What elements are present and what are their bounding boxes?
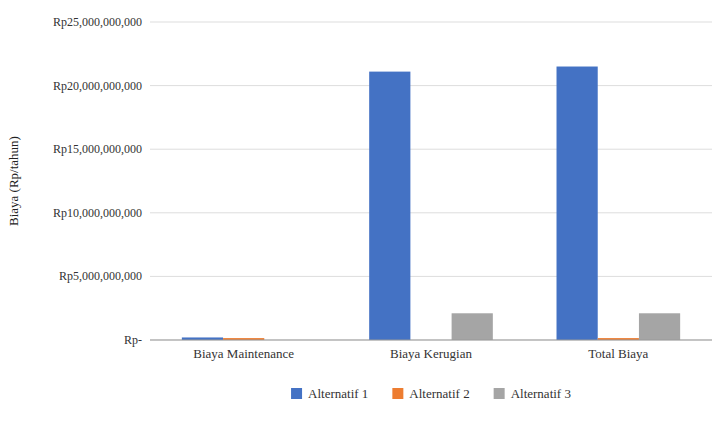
y-tick-label: Rp10,000,000,000 xyxy=(53,206,142,220)
grid-line xyxy=(150,85,712,86)
legend: Alternatif 1 Alternatif 2 Alternatif 3 xyxy=(291,386,571,401)
x-axis-line xyxy=(150,340,712,341)
grid-line xyxy=(150,276,712,277)
grid-line xyxy=(150,22,712,23)
y-tick-label: Rp20,000,000,000 xyxy=(53,79,142,93)
legend-label: Alternatif 3 xyxy=(511,386,571,401)
grid-line xyxy=(150,340,712,341)
grid-line xyxy=(150,212,712,213)
y-tick-label: Rp5,000,000,000 xyxy=(59,269,142,283)
legend-label: Alternatif 1 xyxy=(308,386,368,401)
chart: Rp- Rp5,000,000,000 Rp10,000,000,000 Rp15,0… xyxy=(0,0,728,434)
bar xyxy=(557,67,598,340)
legend-swatch xyxy=(392,388,403,399)
grid xyxy=(150,22,712,340)
bar xyxy=(639,313,680,340)
grid-line xyxy=(150,149,712,150)
y-tick-label: Rp- xyxy=(124,333,142,347)
y-ticks: Rp- Rp5,000,000,000 Rp10,000,000,000 Rp15,0… xyxy=(53,15,142,347)
x-ticks: Biaya Maintenance Biaya Kerugian Total Bia… xyxy=(193,346,648,361)
bars xyxy=(182,67,680,340)
legend-item: Alternatif 3 xyxy=(494,386,571,401)
legend-item: Alternatif 2 xyxy=(392,386,469,401)
bar xyxy=(369,72,410,340)
x-tick-label: Biaya Kerugian xyxy=(390,346,472,361)
legend-item: Alternatif 1 xyxy=(291,386,368,401)
y-tick-label: Rp15,000,000,000 xyxy=(53,142,142,156)
legend-swatch xyxy=(291,388,302,399)
y-tick-label: Rp25,000,000,000 xyxy=(53,15,142,29)
bar xyxy=(452,313,493,340)
legend-swatch xyxy=(494,388,505,399)
x-tick-label: Biaya Maintenance xyxy=(193,346,294,361)
x-tick-label: Total Biaya xyxy=(588,346,648,361)
y-axis-label: Biaya (Rp/tahun) xyxy=(6,136,21,226)
legend-label: Alternatif 2 xyxy=(409,386,469,401)
